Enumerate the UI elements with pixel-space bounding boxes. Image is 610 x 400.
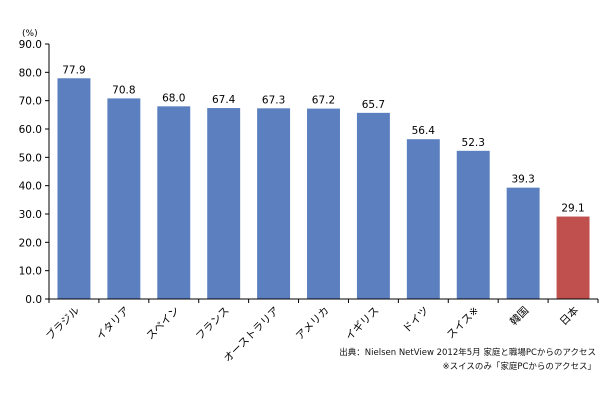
y-tick-label: 40.0 [19, 181, 42, 193]
bar [207, 108, 241, 300]
bar-value-label: 29.1 [561, 203, 584, 215]
x-category-label: スイス※ [445, 305, 482, 342]
x-category-label: 日本 [557, 304, 581, 328]
x-category-label: フランス [194, 305, 232, 343]
x-category-label: 韓国 [508, 305, 531, 328]
y-tick-label: 0.0 [25, 294, 42, 306]
bar-value-label: 67.4 [212, 94, 236, 106]
y-tick-label: 10.0 [19, 266, 42, 278]
y-tick-label: 70.0 [19, 96, 42, 108]
y-axis: 0.0 10.0 20.0 30.0 40.0 50.0 60.0 70.0 80.0 90.0 [19, 39, 50, 306]
x-category-label: スペイン [144, 305, 182, 343]
bar-value-label: 77.9 [62, 64, 85, 76]
x-category-label: アメリカ [294, 305, 332, 343]
bar [57, 78, 91, 300]
footnote: ※スイスのみ「家庭PCからのアクセス」 [442, 362, 596, 372]
bar-value-label: 67.3 [262, 94, 285, 106]
bar [456, 150, 490, 299]
y-tick-label: 50.0 [19, 152, 42, 164]
bar [257, 108, 291, 299]
y-tick-label: 60.0 [19, 124, 42, 136]
bar-value-label: 70.8 [112, 84, 135, 96]
source-note: 出典：Nielsen NetView 2012年5月 家庭と職場PCからのアクセ… [339, 348, 596, 358]
bar-value-label: 65.7 [362, 99, 385, 111]
x-category-label: イタリア [94, 305, 132, 343]
bar [556, 216, 590, 299]
y-tick-label: 30.0 [19, 209, 42, 221]
y-tick-label: 20.0 [19, 237, 42, 249]
bars: 77.9 70.8 68.0 67.4 67.3 67.2 65.7 56.4 52.3 39.3… [57, 64, 590, 300]
bar [506, 187, 540, 299]
y-tick-label: 90.0 [19, 39, 42, 51]
bar-value-label: 68.0 [162, 92, 185, 104]
bar [307, 108, 340, 299]
bar-value-label: 52.3 [462, 137, 485, 149]
x-category-label: イギリス [343, 305, 381, 343]
bar-value-label: 56.4 [412, 125, 436, 137]
bar [107, 98, 141, 300]
bar [157, 106, 191, 299]
bar-value-label: 67.2 [312, 95, 335, 107]
bar [356, 112, 390, 299]
x-category-label: ドイツ [401, 305, 432, 336]
y-tick-label: 80.0 [19, 67, 42, 79]
bar [406, 139, 440, 299]
x-category-label: ブラジル [43, 304, 82, 343]
y-unit-label: (%) [22, 29, 38, 39]
bar-value-label: 39.3 [511, 174, 534, 186]
